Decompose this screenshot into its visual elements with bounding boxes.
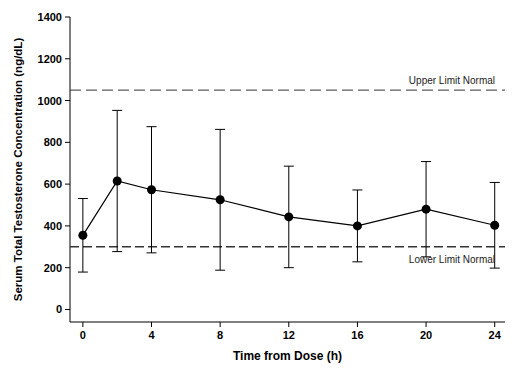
- error-bar: [112, 110, 122, 251]
- x-tick-label: 4: [148, 329, 155, 341]
- data-point: [78, 231, 87, 240]
- error-cap: [215, 270, 225, 271]
- y-tick: [65, 225, 70, 226]
- y-tick-label: 1200: [38, 53, 62, 65]
- data-point: [353, 221, 362, 230]
- y-tick-label: 0: [56, 303, 62, 315]
- y-tick-label: 1400: [38, 11, 62, 23]
- x-tick: [288, 322, 289, 327]
- error-cap: [112, 251, 122, 252]
- y-tick: [65, 267, 70, 268]
- x-tick: [426, 322, 427, 327]
- y-tick: [65, 184, 70, 185]
- y-axis-label: Serum Total Testosterone Concentration (…: [12, 38, 24, 302]
- x-tick: [220, 322, 221, 327]
- x-tick-label: 20: [420, 329, 432, 341]
- x-tick: [494, 322, 495, 327]
- x-tick: [151, 322, 152, 327]
- data-point: [147, 185, 156, 194]
- error-bar: [284, 166, 294, 268]
- error-cap: [421, 161, 431, 162]
- x-tick-label: 12: [283, 329, 295, 341]
- error-cap: [147, 252, 157, 253]
- x-tick-label: 8: [217, 329, 223, 341]
- y-tick-label: 1000: [38, 95, 62, 107]
- y-tick: [65, 17, 70, 18]
- error-cap: [215, 129, 225, 130]
- error-cap: [352, 261, 362, 262]
- error-cap: [112, 110, 122, 111]
- error-cap: [284, 166, 294, 167]
- data-point: [422, 205, 431, 214]
- x-axis-label: Time from Dose (h): [233, 349, 342, 363]
- error-bar: [78, 199, 88, 273]
- error-bar: [352, 190, 362, 262]
- reference-label: Lower Limit Normal: [409, 254, 495, 265]
- x-axis: [70, 322, 505, 323]
- chart: 0 200 400 600 800 1000 1200 1400 0 4 8 12 16 20 24 Time…: [0, 0, 519, 375]
- y-tick: [65, 100, 70, 101]
- error-cap: [78, 198, 88, 199]
- plot-area: [70, 90, 505, 272]
- x-tick-label: 24: [489, 329, 502, 341]
- error-cap: [78, 272, 88, 273]
- data-line: [83, 181, 495, 235]
- error-cap: [284, 267, 294, 268]
- data-point: [216, 195, 225, 204]
- error-bar: [147, 127, 157, 253]
- y-tick-label: 400: [44, 220, 62, 232]
- error-bar: [421, 162, 431, 257]
- y-tick-label: 800: [44, 136, 62, 148]
- error-bar: [215, 129, 225, 270]
- data-point: [113, 176, 122, 185]
- y-tick-label: 600: [44, 178, 62, 190]
- reference-line: [70, 90, 505, 91]
- reference-label: Upper Limit Normal: [409, 75, 495, 86]
- y-axis: [70, 17, 71, 322]
- error-cap: [352, 189, 362, 190]
- data-point: [490, 221, 499, 230]
- reference-line: [70, 246, 505, 248]
- x-tick-label: 16: [351, 329, 363, 341]
- data-point: [284, 212, 293, 221]
- x-tick: [357, 322, 358, 327]
- x-tick-label: 0: [80, 329, 86, 341]
- background: [0, 0, 519, 375]
- error-cap: [490, 268, 500, 269]
- y-tick: [65, 58, 70, 59]
- error-cap: [147, 126, 157, 127]
- y-tick-label: 200: [44, 262, 62, 274]
- error-cap: [490, 182, 500, 183]
- y-tick: [65, 309, 70, 310]
- y-tick: [65, 142, 70, 143]
- x-tick: [82, 322, 83, 327]
